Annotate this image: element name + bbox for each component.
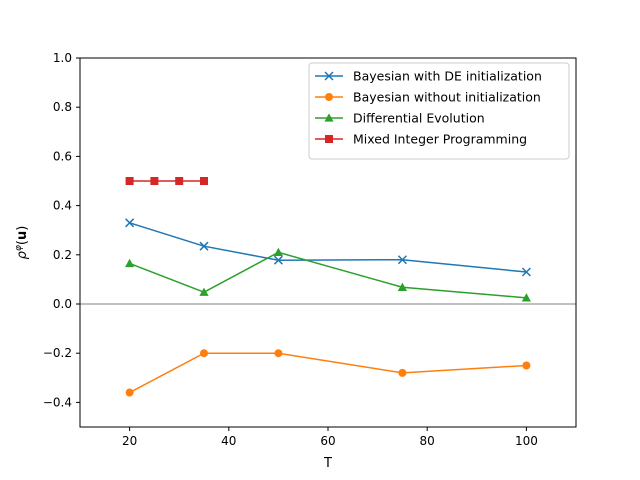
y-axis-label-vector: u [15,231,30,240]
legend-swatch-marker [324,113,334,122]
y-tick-label: 0.6 [53,149,72,163]
legend-entry: Mixed Integer Programming [315,132,527,147]
data-point-stroke [125,218,135,228]
y-tick-label: 0.2 [53,248,72,262]
legend-entries: Bayesian with DE initialization Bayesian … [315,69,542,147]
legend-label: Differential Evolution [353,111,485,126]
data-point [125,177,134,185]
x-axis-label: T [323,456,332,471]
x-tick-label: 80 [420,434,435,448]
data-point [175,177,184,185]
data-point [521,293,531,302]
data-point [273,247,283,257]
data-point [125,218,135,228]
legend-swatch-marker-stroke [324,71,334,81]
series-1 [125,349,531,397]
y-tick-label: 0.8 [53,100,72,114]
data-point [274,349,283,358]
y-tick-label: 1.0 [53,51,72,65]
series-0 [125,218,531,277]
data-point [397,282,407,291]
data-point [521,267,531,277]
legend-swatch-marker [324,71,334,81]
y-axis-label-close-paren: ) [15,226,30,231]
legend: Bayesian with DE initialization Bayesian … [308,62,570,160]
data-point [199,287,209,296]
series-line [129,251,527,299]
y-tick-label: 0.0 [53,297,72,311]
x-tick-label: 60 [320,434,335,448]
y-tick-label: −0.2 [43,346,72,360]
y-axis-label-superscript: φ [14,245,24,251]
legend-entry: Differential Evolution [315,111,485,126]
series-line [129,222,527,273]
series-line [129,352,527,394]
legend-swatch-marker [325,93,333,101]
x-tick-label: 100 [515,434,538,448]
legend-swatch-marker [325,135,333,143]
legend-label: Bayesian without initialization [353,90,541,105]
data-point [273,255,283,265]
data-point [522,361,531,370]
y-axis-label-symbol: ρ [15,250,30,259]
data-point [200,177,208,185]
legend-label: Mixed Integer Programming [353,132,527,147]
data-point [125,388,134,397]
y-tick-label: −0.4 [43,395,72,409]
series-3 [125,177,208,185]
data-point [398,368,407,377]
data-point [199,241,209,251]
x-tick-label: 20 [122,434,137,448]
data-point-stroke [521,267,531,277]
data-point [200,349,208,358]
y-axis-label-open-paren: ( [15,240,30,245]
data-point-stroke [273,255,283,265]
series-2 [125,247,531,302]
ticks-layer: 20 40 60 80 100 −0.4 −0.2 0.0 0.2 0.4 0.6 0.8 1.0 [43,51,538,448]
x-tick-label: 40 [221,434,236,448]
data-point-stroke [397,255,407,265]
data-point-stroke [199,241,209,251]
data-point [125,258,135,268]
series-layer [125,177,531,397]
y-axis-label: ρφ(u) [14,226,30,260]
legend-box [308,62,570,160]
y-tick-label: 0.4 [53,199,72,213]
legend-entry: Bayesian without initialization [315,90,541,105]
data-point [150,177,159,185]
legend-entry: Bayesian with DE initialization [315,69,542,84]
legend-label: Bayesian with DE initialization [353,69,542,84]
data-point [397,255,407,265]
